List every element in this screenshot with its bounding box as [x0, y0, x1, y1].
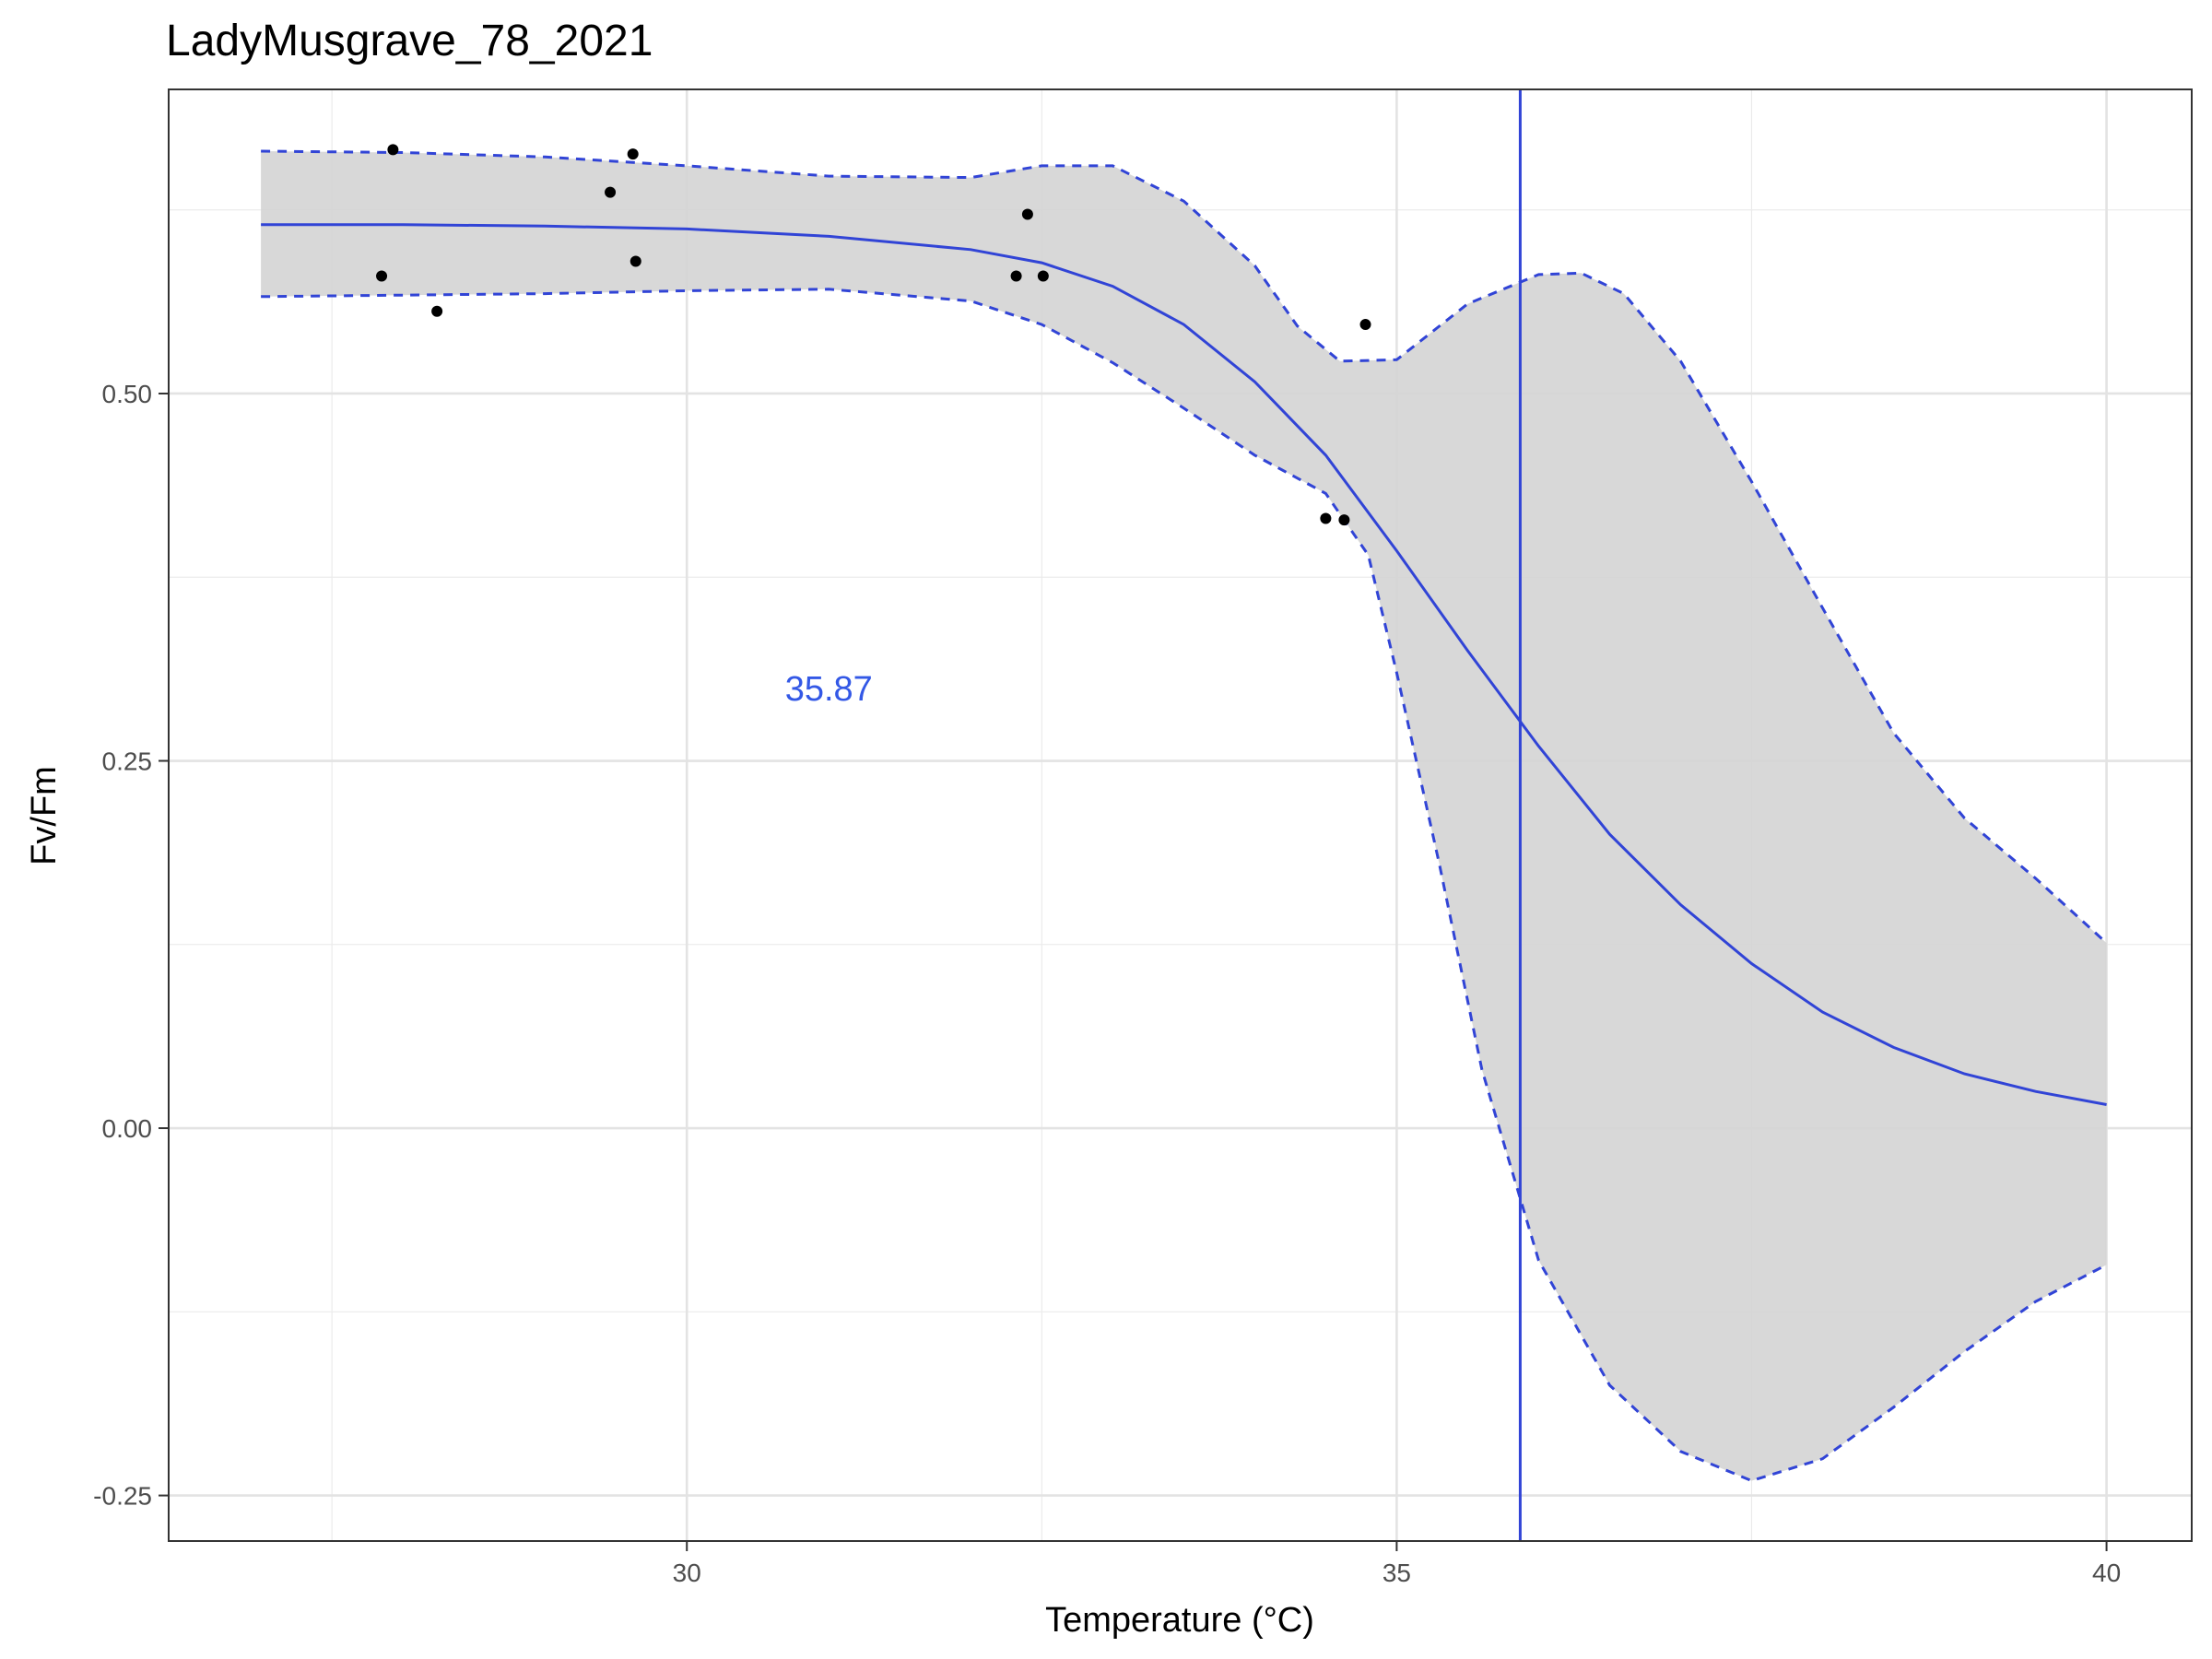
x-axis-ticks: 30 35 40: [673, 1541, 2121, 1587]
threshold-annotation: 35.87: [785, 670, 873, 709]
confidence-ribbon: [261, 151, 2107, 1481]
data-point: [387, 144, 399, 156]
data-point: [431, 305, 443, 317]
y-tick-label: -0.25: [93, 1482, 152, 1511]
data-point: [1037, 270, 1049, 282]
fit-curve: [261, 223, 2107, 1106]
fit-line: [261, 223, 2107, 1106]
ribbon-area: [261, 151, 2107, 1481]
data-point: [629, 255, 641, 267]
x-tick-label: 35: [1382, 1559, 1411, 1587]
lower-band-line: [261, 288, 2108, 1483]
y-tick-label: 0.00: [102, 1114, 153, 1143]
data-point: [376, 270, 388, 282]
confidence-bands: [261, 149, 2108, 1483]
panel-border: [168, 88, 2193, 1542]
chart-title: LadyMusgrave_78_2021: [166, 17, 653, 65]
upper-band-line: [261, 149, 2108, 945]
data-point: [1021, 208, 1033, 220]
y-axis-ticks: -0.25 0.00 0.25 0.50: [93, 380, 169, 1511]
data-point: [1320, 512, 1332, 524]
x-axis-title: Temperature (°C): [1045, 1601, 1314, 1640]
y-axis-title: Fv/Fm: [25, 766, 64, 865]
y-tick-label: 0.25: [102, 747, 153, 776]
data-point: [627, 148, 639, 160]
data-point: [1010, 270, 1022, 282]
data-point: [1338, 514, 1350, 526]
data-points: [376, 144, 1371, 526]
y-tick-label: 0.50: [102, 380, 153, 408]
x-tick-label: 40: [2092, 1559, 2121, 1587]
x-tick-label: 30: [673, 1559, 701, 1587]
data-point: [1359, 319, 1371, 331]
data-point: [605, 186, 617, 198]
